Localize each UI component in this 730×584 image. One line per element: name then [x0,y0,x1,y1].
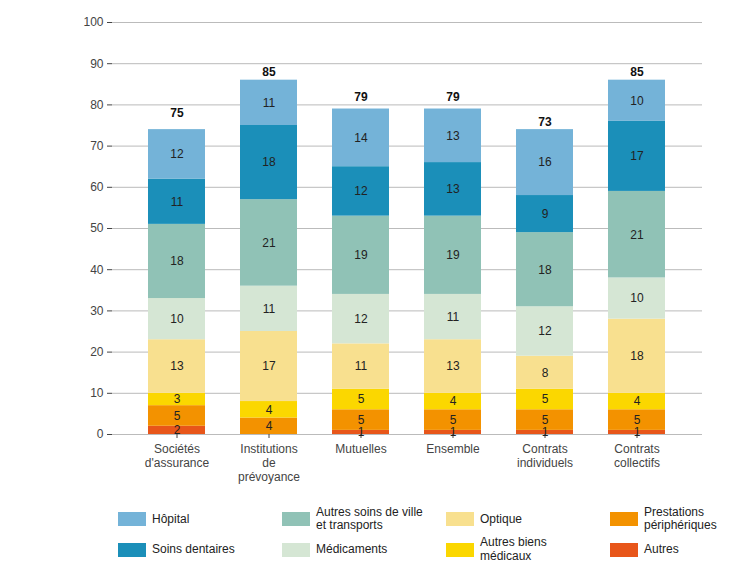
svg-text:3: 3 [174,392,181,406]
html-text:Autres: Autres [644,542,679,556]
svg-text:19: 19 [354,248,368,262]
svg-text:18: 18 [538,263,552,277]
svg-text:18: 18 [170,254,184,268]
svg-text:13: 13 [446,129,460,143]
svg-text:11: 11 [263,302,276,316]
svg-text:19: 19 [446,248,460,262]
svg-text:85: 85 [262,65,276,79]
html-text:Autres biens médicaux: Autres biens médicaux [480,535,547,563]
svg-text:4: 4 [450,394,457,408]
svg-text:9: 9 [542,207,549,221]
svg-text:21: 21 [630,228,644,242]
svg-text:13: 13 [446,182,460,196]
svg-text:30: 30 [90,304,104,318]
svg-text:90: 90 [90,57,104,71]
svg-text:Contratscollectifs: Contratscollectifs [614,442,660,470]
svg-text:10: 10 [90,386,104,400]
svg-text:Contratsindividuels: Contratsindividuels [517,442,573,470]
html-text:Hôpital: Hôpital [152,511,190,526]
svg-text:75: 75 [170,106,184,120]
svg-text:60: 60 [90,180,104,194]
svg-text:18: 18 [262,155,276,169]
svg-text:79: 79 [446,90,460,104]
svg-text:4: 4 [266,419,273,433]
svg-text:10: 10 [630,94,644,108]
svg-text:18: 18 [630,349,644,363]
svg-text:5: 5 [174,409,181,423]
svg-text:1: 1 [634,425,641,439]
svg-text:17: 17 [262,359,276,373]
svg-text:11: 11 [447,310,460,324]
svg-text:17: 17 [630,149,644,163]
svg-text:40: 40 [90,263,104,277]
svg-text:14: 14 [354,131,368,145]
html-text:Soins dentaires: Soins dentaires [152,542,235,556]
html-text:Médicaments: Médicaments [316,542,388,556]
svg-text:Ensemble: Ensemble [426,442,480,456]
svg-text:1: 1 [542,425,549,439]
svg-text:13: 13 [170,359,184,373]
svg-text:80: 80 [90,98,104,112]
html-text:Optique: Optique [480,511,522,526]
svg-text:10: 10 [170,312,184,326]
svg-text:5: 5 [634,413,641,427]
svg-text:11: 11 [263,96,276,110]
svg-text:8: 8 [542,366,549,380]
svg-text:Mutuelles: Mutuelles [335,442,386,456]
svg-text:1: 1 [450,425,457,439]
svg-text:100: 100 [83,15,103,29]
svg-text:70: 70 [90,139,104,153]
svg-text:79: 79 [354,90,368,104]
svg-text:10: 10 [630,291,644,305]
svg-text:20: 20 [90,345,104,359]
html-text:Autres soins de ville et trans: Autres soins de ville et transports [316,505,423,533]
svg-text:85: 85 [630,65,644,79]
svg-text:12: 12 [354,312,368,326]
svg-text:4: 4 [634,394,641,408]
svg-text:12: 12 [538,324,552,338]
svg-text:0: 0 [97,427,104,441]
svg-text:5: 5 [358,413,365,427]
svg-text:5: 5 [542,413,549,427]
svg-text:12: 12 [354,184,368,198]
svg-text:13: 13 [446,359,460,373]
svg-text:16: 16 [538,155,552,169]
svg-text:5: 5 [358,392,365,406]
svg-text:1: 1 [358,425,365,439]
svg-text:11: 11 [355,359,368,373]
svg-text:5: 5 [450,413,457,427]
svg-text:2: 2 [174,423,181,437]
svg-text:50: 50 [90,221,104,235]
svg-text:4: 4 [266,403,273,417]
svg-text:21: 21 [262,236,276,250]
svg-text:Sociétésd'assurance: Sociétésd'assurance [145,442,210,470]
svg-text:12: 12 [170,147,184,161]
html-text:Prestations périphériques: Prestations périphériques [644,505,717,533]
svg-text:5: 5 [542,392,549,406]
svg-text:73: 73 [538,115,552,129]
svg-text:11: 11 [171,195,184,209]
svg-text:Institutionsdeprévoyance: Institutionsdeprévoyance [238,442,300,484]
